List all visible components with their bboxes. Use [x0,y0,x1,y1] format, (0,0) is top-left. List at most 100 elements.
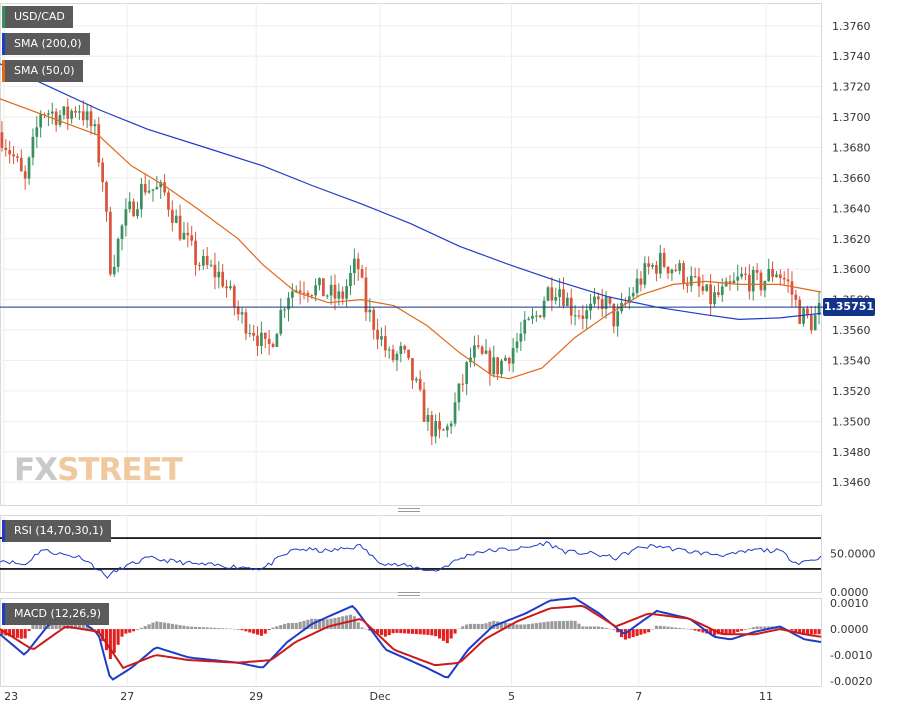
candle-body [411,358,414,381]
candle [445,423,449,438]
candle-body [93,124,97,127]
candle-body [194,240,197,266]
candle [813,305,817,331]
candle [325,294,329,300]
y-tick-label-main: 1.3480 [832,446,871,459]
macd-histogram-bar [437,629,442,639]
y-tick-label-main: 1.3700 [832,111,871,124]
candle [748,264,751,300]
macd-histogram-bar [112,629,116,653]
macd-histogram-bar [453,629,457,634]
candle-body [790,281,794,295]
candle [31,128,35,166]
candle-body [426,414,430,422]
macd-histogram-bar [283,623,287,630]
candle [240,307,244,324]
macd-histogram-bar [755,626,759,630]
candle-body [717,292,720,295]
candle-body [442,429,445,431]
candle-body [213,264,217,278]
macd-histogram-bar [120,629,124,637]
candle [593,288,596,308]
candle [8,140,12,164]
macd-histogram-bar [101,629,105,642]
macd-histogram-bar [190,626,194,630]
candle [356,252,360,281]
y-tick-label-rsi: 0.0000 [830,586,869,599]
candle-body [391,349,395,361]
candle [155,175,159,190]
candle-body [558,289,561,298]
candle-body [701,286,705,291]
candle [608,296,612,307]
candle [647,256,651,275]
candle [550,277,554,312]
candle [376,318,379,350]
candle [93,119,97,135]
candle-body [298,290,302,293]
candle-body [124,209,128,226]
candle [767,258,771,283]
candle [573,304,577,326]
pane-resize-handle-rsi[interactable] [398,506,420,514]
macd-histogram-bar [159,622,163,630]
candle-body [376,329,379,340]
candle [349,265,352,296]
candle-body [604,296,608,309]
pane-frame-2 [0,598,822,687]
candle [368,298,372,322]
candle [492,345,496,378]
candle [488,347,492,386]
candle [279,298,283,337]
candle-body [465,362,469,384]
candle [643,256,647,289]
logo-street-text: STREET [57,452,183,488]
candle-body [198,265,201,267]
candle [128,192,132,213]
candle [449,420,453,434]
macd-histogram-bar [631,629,635,638]
candle-body [306,292,310,296]
candle [248,324,252,338]
candle-body [689,275,693,286]
macd-histogram-bar [763,626,767,630]
candle [798,296,802,325]
pane-resize-handle-macd[interactable] [398,590,420,598]
candle-body [372,309,376,330]
macd-histogram-bar [12,629,16,638]
candle-body [279,309,283,334]
candle-body [256,335,259,346]
candle [291,283,294,308]
candle-body [16,156,19,158]
candle-body [802,308,805,324]
y-tick-label-main: 1.3660 [832,172,871,185]
macd-histogram-bar [139,627,143,630]
candle-body [786,279,790,282]
candle [81,100,85,126]
macd-histogram-bar [639,629,643,635]
candle-body [387,349,391,351]
macd-histogram-bar [225,628,229,630]
macd-histogram-bar [790,629,794,631]
candle [476,334,480,350]
macd-histogram-bar [616,629,620,633]
candle-body [504,357,507,361]
macd-histogram-bar [232,628,236,630]
candle-body [771,268,774,277]
macd-histogram-bar [573,620,577,630]
candle-body [287,297,290,310]
candle [562,277,565,309]
macd-histogram-bar [58,621,62,630]
candle-body [81,111,85,121]
candle [511,338,515,373]
macd-histogram-bar [767,626,771,630]
candle-body [120,225,124,240]
candle [581,304,585,330]
y-tick-label-main: 1.3520 [832,385,871,398]
candle-body [89,111,93,127]
macd-histogram-bar [329,618,333,630]
candle [147,179,151,194]
candle [403,344,407,354]
sma200-line [0,63,822,321]
candle [345,279,348,308]
